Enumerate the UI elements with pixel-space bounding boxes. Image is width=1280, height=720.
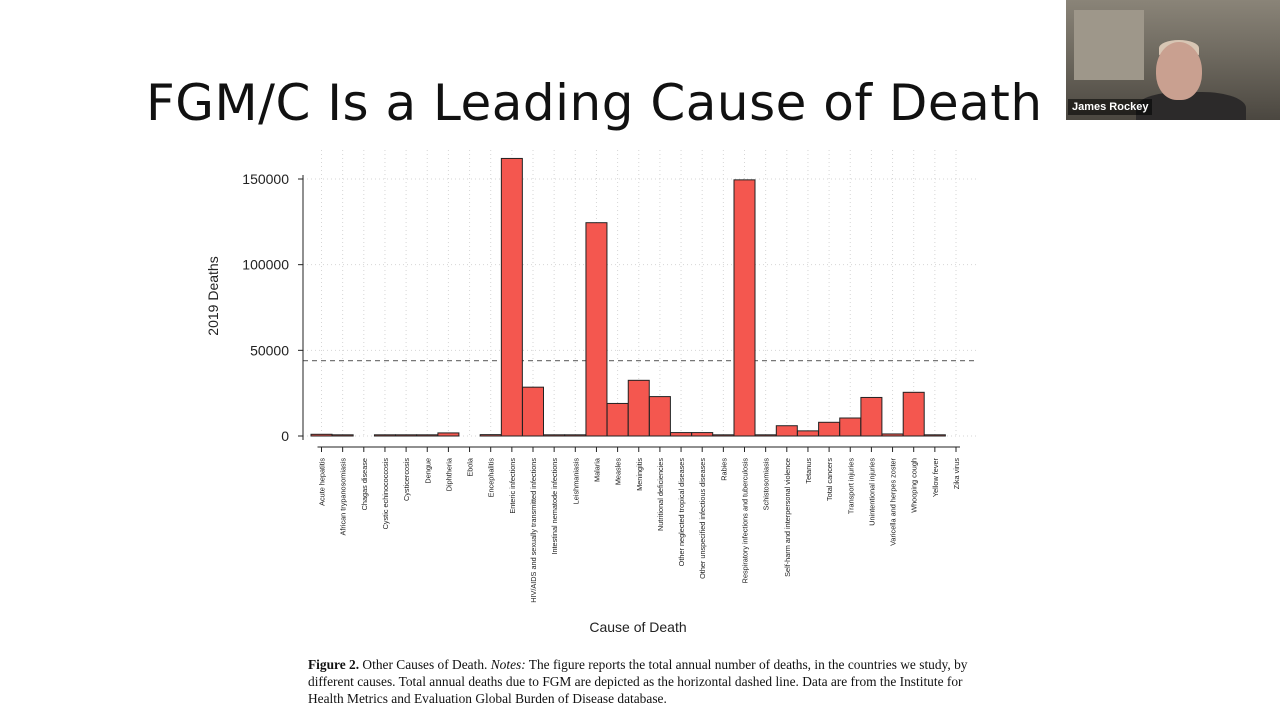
bar-26 bbox=[839, 417, 862, 437]
participant-video-tile[interactable]: James Rockey bbox=[1066, 0, 1280, 120]
x-tick-label: Cystic echinococcosis bbox=[381, 458, 390, 530]
bar-11 bbox=[522, 386, 544, 437]
bar-20 bbox=[712, 434, 735, 437]
bar-12 bbox=[543, 434, 566, 437]
bar-4 bbox=[373, 434, 396, 437]
bar-2 bbox=[331, 434, 354, 437]
bar-1 bbox=[310, 433, 333, 437]
bar-19 bbox=[691, 432, 714, 437]
x-tick-label: Encephalitis bbox=[487, 458, 496, 498]
x-tick-label: Acute hepatitis bbox=[318, 458, 327, 506]
figure-label: Figure 2. bbox=[308, 657, 360, 672]
bar-24 bbox=[796, 430, 819, 437]
bar-22 bbox=[754, 434, 777, 437]
x-tick-label: Enteric infections bbox=[508, 458, 517, 514]
x-tick-label: Ebola bbox=[466, 457, 475, 477]
bar-chart: 0 50000 100000 150000 2019 Deaths Acute hepat… bbox=[205, 150, 978, 635]
x-tick-label: HIV/AIDS and sexually transmitted infect… bbox=[529, 458, 538, 603]
participant-name-tag: James Rockey bbox=[1068, 99, 1153, 115]
x-tick-label: Cysticercosis bbox=[402, 458, 411, 501]
x-tick-label: Rabies bbox=[719, 458, 728, 481]
x-tick-label: Dengue bbox=[423, 458, 432, 484]
x-tick-label: Self-harm and interpersonal violence bbox=[783, 458, 792, 577]
bar-5 bbox=[395, 434, 418, 437]
bar-29 bbox=[902, 391, 925, 437]
x-tick-label: Diphtheria bbox=[444, 457, 453, 491]
x-tick-label: Chagas disease bbox=[360, 458, 369, 510]
bar-28 bbox=[881, 433, 904, 437]
notes-label: Notes: bbox=[490, 657, 526, 672]
y-tick-label: 50000 bbox=[250, 342, 289, 358]
participant-head bbox=[1156, 42, 1202, 100]
x-tick-label: Varicella and herpes zoster bbox=[889, 457, 898, 545]
figure-title: Other Causes of Death. bbox=[359, 657, 491, 672]
y-tick-label: 0 bbox=[281, 428, 289, 444]
bar-27 bbox=[860, 396, 883, 437]
bar-15 bbox=[606, 402, 629, 437]
x-tick-label: Other neglected tropical diseases bbox=[677, 458, 686, 567]
bar-16 bbox=[627, 379, 650, 437]
bar-17 bbox=[648, 396, 671, 437]
bar-25 bbox=[818, 421, 841, 437]
bar-7 bbox=[437, 432, 460, 437]
bar-18 bbox=[670, 432, 693, 437]
x-tick-label: Measles bbox=[614, 458, 623, 486]
x-tick-label: African trypanosomiasis bbox=[339, 458, 348, 536]
figure-caption: Figure 2. Other Causes of Death. Notes: … bbox=[308, 656, 978, 707]
x-tick-label: Schistosomiasis bbox=[762, 458, 771, 511]
notes-text: The figure reports the total annual numb… bbox=[308, 657, 968, 706]
x-tick-label: Tetanus bbox=[804, 458, 813, 484]
x-tick-label: Respiratory infections and tuberculosis bbox=[741, 458, 750, 584]
y-tick-label: 150000 bbox=[242, 171, 289, 187]
bar-21 bbox=[733, 179, 756, 437]
x-tick-label: Meningitis bbox=[635, 458, 644, 491]
x-tick-label: Intestinal nematode infections bbox=[550, 458, 559, 555]
slide-title: FGM/C Is a Leading Cause of Death bbox=[146, 74, 1043, 132]
x-tick-label: Other unspecified infectious diseases bbox=[698, 458, 707, 579]
x-tick-label: Whooping cough bbox=[910, 458, 919, 513]
x-tick-label: Unintentional injuries bbox=[867, 458, 876, 526]
x-tick-label: Zika virus bbox=[952, 458, 961, 490]
x-axis-title: Cause of Death bbox=[589, 619, 686, 635]
bar-10 bbox=[500, 157, 523, 437]
bar-23 bbox=[775, 425, 798, 437]
bar-14 bbox=[585, 222, 608, 437]
y-tick-label: 100000 bbox=[242, 257, 289, 273]
bar-9 bbox=[479, 434, 502, 437]
y-axis-title: 2019 Deaths bbox=[205, 256, 221, 335]
x-tick-label: Leishmaniasis bbox=[571, 458, 580, 505]
bar-13 bbox=[564, 434, 587, 437]
x-tick-label: Yellow fever bbox=[931, 457, 940, 497]
x-tick-label: Nutritional deficiencies bbox=[656, 458, 665, 531]
x-tick-label: Total cancers bbox=[825, 458, 834, 501]
background-window bbox=[1074, 10, 1144, 80]
bar-30 bbox=[923, 434, 946, 437]
x-tick-label: Malaria bbox=[592, 457, 601, 482]
x-tick-label: Transport injuries bbox=[846, 458, 855, 514]
bar-6 bbox=[416, 434, 439, 437]
